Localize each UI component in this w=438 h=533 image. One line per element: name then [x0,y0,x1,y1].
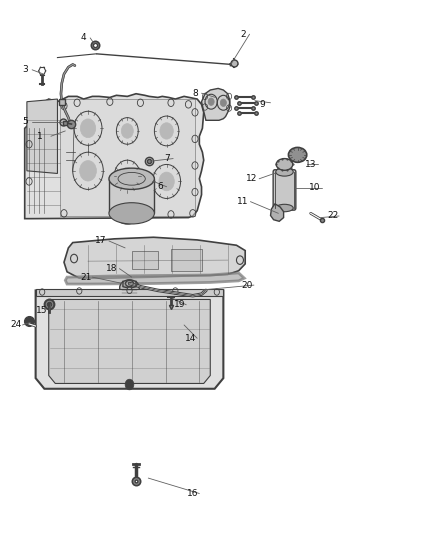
Circle shape [80,160,96,181]
Circle shape [121,124,133,138]
Text: 22: 22 [327,212,338,221]
Text: 5: 5 [22,117,28,126]
Polygon shape [25,94,204,219]
Text: 21: 21 [80,273,92,281]
Polygon shape [271,204,284,221]
Ellipse shape [276,204,293,212]
Text: 16: 16 [187,489,198,498]
Ellipse shape [276,167,293,176]
Text: 1: 1 [37,132,43,141]
Bar [132,251,158,269]
Text: 13: 13 [305,160,316,169]
Circle shape [125,379,134,390]
Polygon shape [35,289,223,296]
Ellipse shape [288,148,307,163]
Text: 18: 18 [106,264,118,273]
Ellipse shape [109,168,154,189]
Ellipse shape [276,159,293,170]
Text: 14: 14 [185,334,196,343]
Text: 15: 15 [36,305,48,314]
Polygon shape [60,99,195,216]
Circle shape [208,98,214,106]
Bar [109,179,154,213]
Circle shape [120,167,134,185]
FancyBboxPatch shape [273,169,296,210]
Text: 17: 17 [95,237,107,246]
Text: 3: 3 [22,66,28,74]
Ellipse shape [120,280,139,296]
Polygon shape [35,290,223,389]
Circle shape [160,123,173,139]
Circle shape [159,172,174,191]
Text: 11: 11 [237,197,249,206]
Polygon shape [64,237,245,278]
Text: 12: 12 [246,174,258,183]
Circle shape [220,99,226,107]
Text: 19: 19 [174,300,185,309]
Bar [171,249,201,271]
Circle shape [80,119,95,138]
Ellipse shape [109,203,154,224]
Polygon shape [27,99,57,173]
Polygon shape [201,88,230,120]
Ellipse shape [126,280,134,287]
Text: 20: 20 [242,280,253,289]
Polygon shape [65,273,244,284]
Text: 4: 4 [81,34,86,43]
Text: 10: 10 [309,183,321,192]
Polygon shape [49,300,210,383]
Text: 2: 2 [240,30,246,39]
Text: 24: 24 [11,320,21,329]
Text: 7: 7 [164,154,170,163]
Text: 8: 8 [192,88,198,98]
Circle shape [117,189,138,216]
Text: 6: 6 [157,182,163,191]
Text: 9: 9 [260,100,265,109]
